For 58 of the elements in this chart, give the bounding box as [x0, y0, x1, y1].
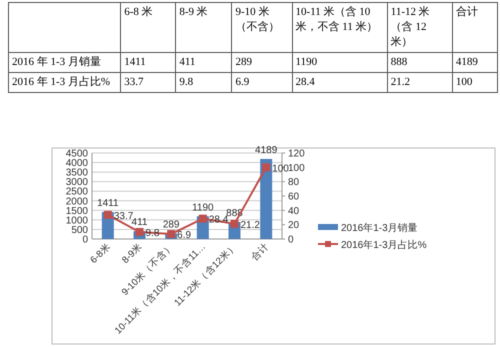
- text: 2016 年 1-3 月占比%: [8, 72, 121, 92]
- data-label: 411: [176, 52, 232, 72]
- data-label: 6.9: [177, 230, 192, 242]
- bar: [260, 158, 272, 239]
- data-label: 888: [387, 52, 452, 72]
- x-tick-label: 6-8米: [88, 240, 113, 266]
- data-label: 1411: [97, 198, 120, 210]
- y-tick-label: 4000: [66, 158, 88, 170]
- y-tick-label: 4500: [66, 148, 88, 160]
- y-tick-label: 3000: [66, 177, 88, 188]
- y2-tick-label: 40: [288, 206, 300, 217]
- point: [136, 228, 144, 236]
- category-label: 9-10 米（不含）: [232, 2, 292, 52]
- data-label: 9.8: [176, 72, 232, 92]
- data-label: 21.2: [240, 220, 260, 231]
- data-label: 100: [452, 72, 498, 92]
- data-label: 1190: [292, 52, 388, 72]
- data-label: 1190: [192, 202, 214, 214]
- data-label: 33.7: [114, 210, 134, 222]
- category-label: 11-12 米（含 12 米）: [387, 2, 452, 52]
- data-label: 6.9: [232, 72, 292, 92]
- data-label: 4189: [255, 144, 278, 156]
- y-tick-label: 3500: [66, 168, 88, 179]
- data-label: 411: [132, 217, 148, 228]
- y2-tick-label: 0: [288, 234, 294, 246]
- y-tick-label: 500: [71, 224, 88, 236]
- category-label: 10-11 米（含 10 米，不含 11 米）: [292, 2, 388, 52]
- data-label: 4189: [452, 52, 498, 72]
- data-label: 33.7: [120, 72, 176, 92]
- y-tick-label: 2500: [66, 186, 88, 198]
- y2-tick-label: 100: [288, 162, 306, 174]
- legend-label: 2016年1-3月占比%: [341, 239, 427, 251]
- data-label: 289: [232, 52, 292, 72]
- category-label: 合计: [452, 2, 498, 52]
- point: [262, 163, 270, 172]
- y2-tick-label: 120: [288, 148, 306, 160]
- y2-tick-label: 20: [288, 220, 300, 232]
- y2-tick-label: 60: [288, 192, 300, 202]
- data-label: 21.2: [387, 72, 452, 92]
- y-tick-label: 1000: [66, 215, 88, 226]
- data-label: 1411: [120, 52, 176, 72]
- text: 2016 年 1-3 月销量: [8, 52, 121, 72]
- x-tick-label: 8-9米: [119, 240, 145, 266]
- x-tick-label: 合计: [248, 240, 272, 264]
- y-tick-label: 2000: [66, 196, 88, 208]
- legend-label: 2016年1-3月销量: [341, 222, 418, 234]
- data-label: 28.4: [292, 72, 388, 92]
- point: [104, 210, 112, 219]
- point: [198, 214, 207, 223]
- category-label: 8-9 米: [176, 2, 232, 52]
- data-label: 100: [272, 163, 290, 174]
- y-tick-label: 0: [82, 234, 88, 246]
- data-label: 289: [162, 219, 180, 230]
- y-tick-label: 1500: [66, 206, 88, 217]
- category-label: 6-8 米: [120, 2, 176, 52]
- y2-tick-label: 80: [288, 177, 300, 188]
- point: [230, 220, 238, 228]
- point: [167, 230, 176, 238]
